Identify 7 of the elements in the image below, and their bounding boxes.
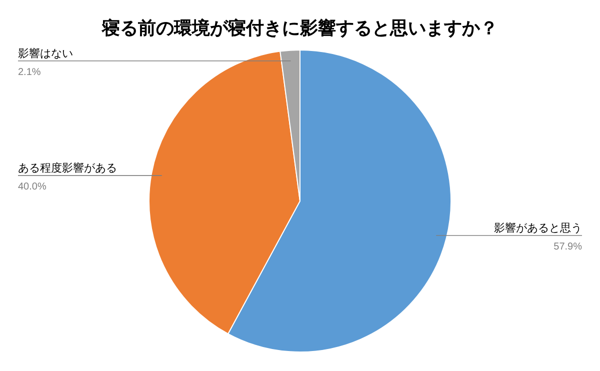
data-label: 57.9% [554,241,582,252]
slice-label: ある程度影響がある [18,162,117,175]
slice-label: 影響があると思う [494,221,582,234]
data-label: 2.1% [18,66,41,78]
chart-title: 寝る前の環境が寝付きに影響すると思いますか？ [101,18,498,38]
data-label: 40.0% [18,182,46,193]
slice-label: 影響はない [18,46,73,60]
